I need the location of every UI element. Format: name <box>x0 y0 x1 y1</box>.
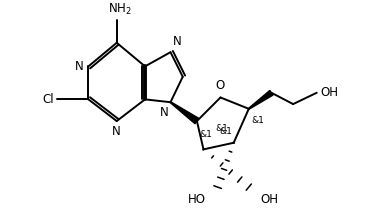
Text: Cl: Cl <box>42 93 53 106</box>
Text: NH$_2$: NH$_2$ <box>108 2 132 17</box>
Text: O: O <box>216 79 225 92</box>
Text: N: N <box>112 125 121 138</box>
Polygon shape <box>170 102 199 124</box>
Polygon shape <box>248 90 273 109</box>
Text: &1: &1 <box>215 124 228 133</box>
Text: N: N <box>75 60 84 73</box>
Text: &1: &1 <box>252 116 264 125</box>
Text: &1: &1 <box>200 130 212 139</box>
Text: &1: &1 <box>219 127 232 136</box>
Text: HO: HO <box>188 193 206 206</box>
Text: OH: OH <box>321 86 338 99</box>
Text: OH: OH <box>260 193 278 206</box>
Text: N: N <box>172 35 181 48</box>
Text: N: N <box>160 106 169 119</box>
